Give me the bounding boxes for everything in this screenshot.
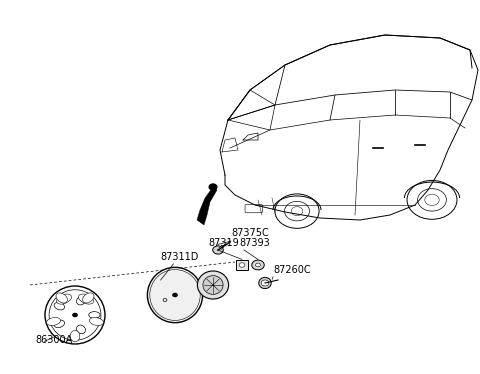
- Text: 87375C: 87375C: [231, 228, 269, 238]
- Circle shape: [255, 263, 260, 267]
- Ellipse shape: [54, 302, 64, 310]
- Ellipse shape: [45, 286, 105, 344]
- Polygon shape: [197, 187, 217, 225]
- Text: 87319: 87319: [208, 238, 239, 248]
- Ellipse shape: [197, 271, 228, 299]
- Ellipse shape: [203, 276, 223, 294]
- FancyBboxPatch shape: [236, 260, 248, 270]
- Circle shape: [209, 184, 217, 190]
- Text: 87393: 87393: [239, 238, 270, 248]
- Ellipse shape: [147, 267, 203, 323]
- Ellipse shape: [213, 246, 223, 254]
- Ellipse shape: [76, 325, 85, 334]
- Text: 87311D: 87311D: [160, 252, 198, 262]
- Ellipse shape: [56, 293, 68, 303]
- Ellipse shape: [89, 318, 104, 325]
- Circle shape: [172, 293, 178, 297]
- Circle shape: [261, 280, 269, 286]
- Ellipse shape: [83, 293, 94, 303]
- Text: 87260C: 87260C: [273, 265, 311, 275]
- Ellipse shape: [70, 331, 80, 342]
- Circle shape: [252, 260, 264, 270]
- Ellipse shape: [259, 278, 271, 289]
- Ellipse shape: [57, 294, 72, 304]
- Circle shape: [239, 263, 245, 267]
- Ellipse shape: [79, 294, 94, 304]
- Circle shape: [72, 313, 78, 317]
- Text: 86300A: 86300A: [35, 335, 72, 345]
- Ellipse shape: [89, 312, 100, 318]
- Ellipse shape: [47, 318, 60, 325]
- Ellipse shape: [76, 296, 85, 305]
- Ellipse shape: [54, 320, 64, 328]
